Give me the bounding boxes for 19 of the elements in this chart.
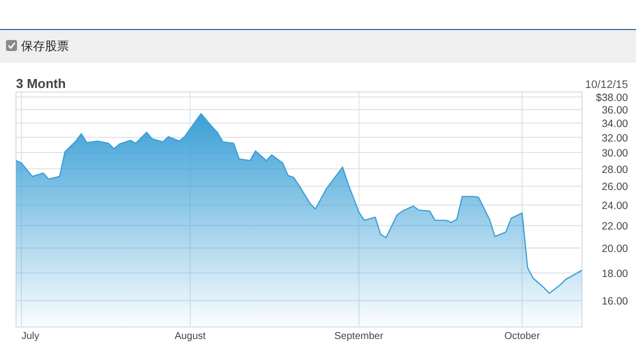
text: 保存股票	[21, 39, 69, 53]
x-tick-label: July	[21, 331, 40, 342]
y-tick-label: 30.00	[602, 148, 628, 160]
y-tick-label: 22.00	[602, 220, 628, 233]
x-tick-label: September	[334, 331, 384, 342]
chart-title: 3 Month	[16, 76, 66, 91]
y-tick-label: 24.00	[602, 200, 628, 212]
x-tick-label: October	[504, 331, 541, 342]
y-tick-label: 28.00	[602, 164, 628, 176]
y-tick-label: $38.00	[596, 92, 628, 104]
x-tick-label: August	[174, 331, 206, 342]
y-tick-label: 34.00	[602, 118, 628, 130]
text: 10/12/15	[585, 79, 628, 91]
y-tick-label: 18.00	[602, 268, 628, 280]
y-tick-label: 26.00	[602, 181, 628, 194]
y-tick-label: 16.00	[602, 296, 628, 308]
y-tick-label: 36.00	[602, 104, 628, 117]
y-tick-label: 32.00	[602, 132, 628, 144]
y-tick-label: 20.00	[602, 243, 628, 256]
